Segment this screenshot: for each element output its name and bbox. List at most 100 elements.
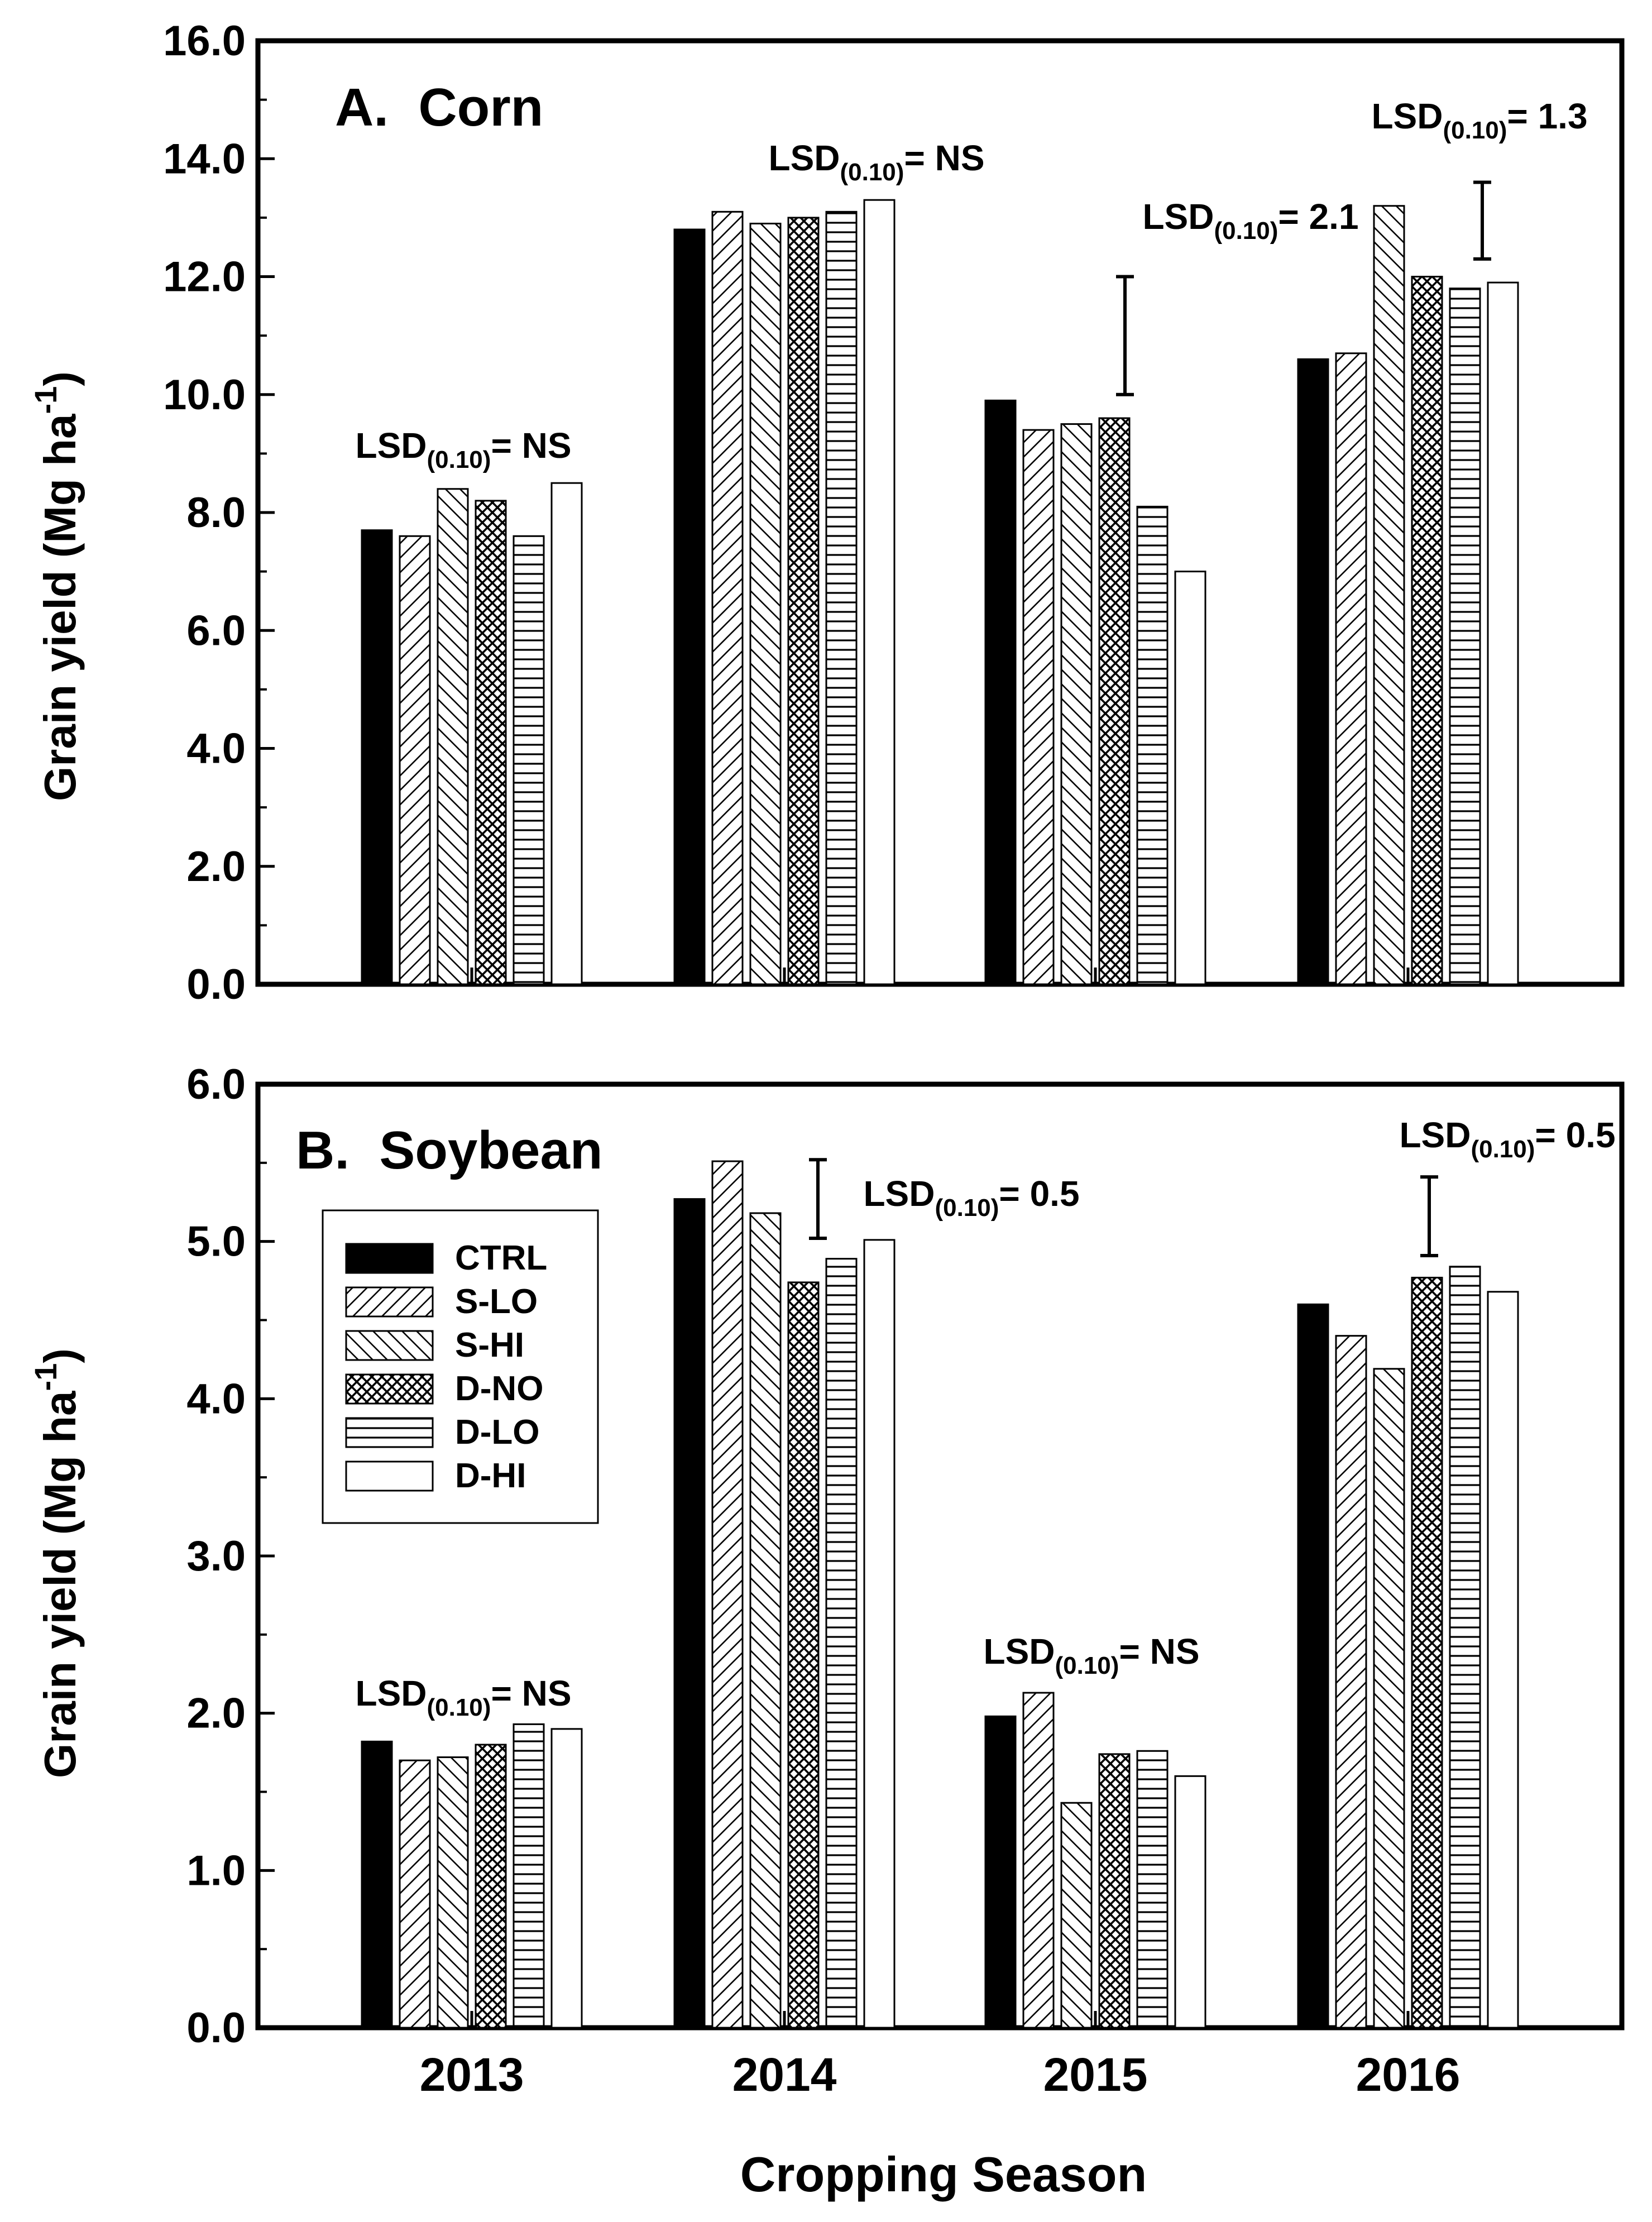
bar-s-lo-2015	[1022, 429, 1055, 985]
bar-ctrl-2016	[1297, 358, 1329, 985]
y-tick-label: 6.0	[186, 607, 246, 654]
legend-swatch-d-lo	[345, 1417, 434, 1448]
lsd-label: LSD(0.10)= 1.3	[1371, 96, 1587, 144]
legend-label-s-lo: S-LO	[455, 1282, 538, 1321]
bar-d-hi-2015	[1174, 571, 1206, 985]
legend-label-d-hi: D-HI	[455, 1457, 526, 1495]
y-tick-label: 8.0	[186, 489, 246, 537]
bar-d-lo-2014	[825, 210, 858, 985]
bar-s-lo-2013	[399, 535, 431, 985]
bar-d-lo-2016	[1449, 288, 1481, 985]
lsd-label: LSD(0.10)= 2.1	[1142, 197, 1358, 245]
bar-d-lo-2013	[513, 1723, 545, 2029]
y-tick-label: 3.0	[186, 1533, 246, 1580]
bar-d-hi-2014	[863, 1239, 896, 2029]
bar-s-hi-2013	[437, 1756, 469, 2029]
bar-s-hi-2015	[1060, 1802, 1093, 2029]
y-tick-label: 5.0	[186, 1218, 246, 1266]
bar-s-hi-2014	[749, 222, 782, 985]
legend-label-d-lo: D-LO	[455, 1413, 540, 1452]
lsd-label: LSD(0.10)= 0.5	[1399, 1115, 1615, 1163]
soybean-panel: 0.0 1.0 2.0 3.0 4.0 5.0 6.0 LSD(0.10)= NS LSD(0…	[28, 1061, 1625, 2202]
bar-ctrl-2014	[673, 1198, 706, 2029]
panel-title: B. Soybean	[296, 1120, 602, 1180]
x-tick-label: 2014	[732, 2048, 837, 2101]
y-tick-label: 6.0	[186, 1061, 246, 1108]
y-tick-label: 4.0	[186, 725, 246, 773]
bar-s-lo-2015	[1022, 1692, 1055, 2029]
lsd-label: LSD(0.10)= 0.5	[863, 1174, 1079, 1222]
corn-panel: 0.0 2.0 4.0 6.0 8.0 10.0 12.0 14.0 16.0 LSD(0.10…	[28, 17, 1625, 1008]
legend: CTRL S-LO S-HI D-NO D-LO D-HI	[322, 1209, 599, 1524]
bar-ctrl-2014	[673, 228, 706, 985]
bar-s-hi-2016	[1373, 1368, 1405, 2029]
bar-d-hi-2016	[1487, 1291, 1519, 2029]
bar-s-lo-2016	[1335, 1335, 1367, 2029]
bar-d-lo-2013	[513, 535, 545, 985]
lsd-error-bar	[1473, 180, 1491, 261]
bar-ctrl-2015	[984, 1715, 1017, 2029]
bar-s-hi-2013	[437, 488, 469, 985]
lsd-error-bar	[1420, 1175, 1438, 1258]
legend-label-s-hi: S-HI	[455, 1326, 524, 1364]
lsd-label: LSD(0.10)= NS	[355, 425, 571, 473]
legend-swatch-d-no	[345, 1373, 434, 1405]
legend-swatch-ctrl	[345, 1243, 434, 1274]
legend-swatch-s-lo	[345, 1286, 434, 1318]
bar-s-lo-2014	[711, 1160, 744, 2029]
bar-d-lo-2015	[1136, 1750, 1169, 2029]
bar-d-hi-2014	[863, 199, 896, 985]
bar-s-lo-2014	[711, 210, 744, 985]
panel-title: A. Corn	[335, 78, 543, 137]
bar-d-hi-2016	[1487, 281, 1519, 985]
legend-swatch-s-hi	[345, 1330, 434, 1361]
bar-d-no-2014	[787, 217, 820, 985]
y-axis-label: Grain yield (Mg ha-1)	[28, 1348, 85, 1778]
bar-d-lo-2016	[1449, 1266, 1481, 2029]
x-tick-label: 2016	[1356, 2048, 1461, 2101]
lsd-error-bar	[1116, 275, 1134, 396]
y-tick-label: 4.0	[186, 1375, 246, 1423]
lsd-label: LSD(0.10)= NS	[983, 1631, 1199, 1679]
legend-label-ctrl: CTRL	[455, 1239, 547, 1277]
y-tick-label: 16.0	[163, 17, 246, 65]
y-tick-label: 2.0	[186, 1690, 246, 1737]
bar-ctrl-2013	[361, 529, 393, 985]
bar-s-hi-2014	[749, 1212, 782, 2029]
y-tick-label: 0.0	[186, 961, 246, 1008]
bar-d-no-2015	[1098, 417, 1131, 985]
bar-d-no-2014	[787, 1281, 820, 2029]
lsd-label: LSD(0.10)= NS	[355, 1673, 571, 1721]
bar-ctrl-2015	[984, 399, 1017, 985]
bar-d-no-2013	[475, 500, 507, 985]
legend-swatch-d-hi	[345, 1460, 434, 1492]
bar-d-hi-2013	[550, 1728, 583, 2029]
x-axis-label: Cropping Season	[740, 2147, 1147, 2202]
bar-s-hi-2015	[1060, 423, 1093, 985]
y-tick-label: 1.0	[186, 1847, 246, 1894]
y-axis-label: Grain yield (Mg ha-1)	[28, 371, 85, 801]
y-tick-label: 14.0	[163, 135, 246, 183]
bar-d-no-2013	[475, 1744, 507, 2029]
bar-s-lo-2013	[399, 1759, 431, 2029]
lsd-error-bar	[809, 1158, 827, 1241]
lsd-label: LSD(0.10)= NS	[768, 138, 984, 186]
bar-s-lo-2016	[1335, 352, 1367, 985]
x-tick-label: 2013	[420, 2048, 524, 2101]
bar-d-hi-2013	[550, 482, 583, 985]
bar-s-hi-2016	[1373, 205, 1405, 985]
bar-d-no-2016	[1411, 1276, 1443, 2029]
bar-d-lo-2015	[1136, 505, 1169, 985]
bar-d-no-2016	[1411, 276, 1443, 985]
legend-label-d-no: D-NO	[455, 1369, 543, 1408]
y-tick-label: 10.0	[163, 371, 246, 419]
bar-d-lo-2014	[825, 1258, 858, 2029]
y-tick-label: 0.0	[186, 2004, 246, 2052]
y-tick-label: 2.0	[186, 843, 246, 890]
x-tick-label: 2015	[1043, 2048, 1148, 2101]
y-tick-label: 12.0	[163, 253, 246, 301]
bar-ctrl-2016	[1297, 1303, 1329, 2029]
bar-ctrl-2013	[361, 1740, 393, 2029]
bar-d-no-2015	[1098, 1753, 1131, 2029]
